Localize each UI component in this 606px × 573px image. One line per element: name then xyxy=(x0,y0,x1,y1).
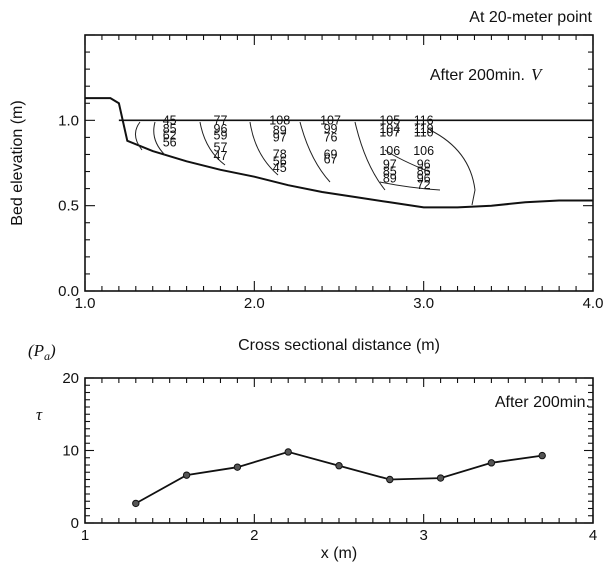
tau-axis-label: τ xyxy=(36,405,43,424)
x-tick-label: 2 xyxy=(250,527,258,544)
contour-value-label: 45 xyxy=(163,113,177,127)
x-tick-label: 1.0 xyxy=(75,295,96,312)
top-ticks xyxy=(84,34,594,292)
contour-value-label: 69 xyxy=(324,147,338,161)
contour-value-label: 104 xyxy=(379,122,400,136)
contour-value-label: 106 xyxy=(413,144,434,158)
x-tick-label: 4 xyxy=(589,527,597,544)
contour-value-label: 47 xyxy=(214,149,228,163)
unit-open: (P xyxy=(28,341,44,360)
tau-point xyxy=(182,471,191,479)
contour-value-label: 96 xyxy=(417,158,431,172)
x-tick-label: 3 xyxy=(419,527,427,544)
unit-subscript: a xyxy=(44,349,50,363)
contour-value-label: 77 xyxy=(214,113,228,127)
contour-value-label: 45 xyxy=(273,161,287,175)
tau-point xyxy=(284,448,292,456)
contour-value-label: 106 xyxy=(379,144,400,158)
tau-point xyxy=(436,474,445,482)
top-tick-labels: 1.0 2.0 3.0 4.0 0.0 0.5 1.0 xyxy=(58,112,603,312)
contour-value-label: 85 xyxy=(163,122,177,136)
x-tick-label: 4.0 xyxy=(583,295,604,312)
contour-value-label: 56 xyxy=(163,136,177,150)
contour-line xyxy=(153,121,166,156)
bottom-ticks xyxy=(84,377,594,524)
contour-chart: At 20-meter point 1.0 2.0 3.0 4.0 0.0 0.51.0 … xyxy=(9,9,603,354)
tau-point xyxy=(386,475,394,484)
contour-value-label: 107 xyxy=(379,125,400,139)
tau-series-line xyxy=(135,450,543,505)
y-tick-label: 0.5 xyxy=(58,198,79,215)
tau-point xyxy=(233,463,242,471)
contour-line xyxy=(249,121,279,176)
velocity-symbol: V xyxy=(531,65,544,84)
contour-value-label: 62 xyxy=(163,129,177,143)
y-tick-label: 1.0 xyxy=(58,112,79,129)
tau-point xyxy=(132,499,140,508)
contour-value-label: 108 xyxy=(269,113,290,127)
bottom-annotation: After 200min. xyxy=(495,394,590,411)
contour-value-label: 105 xyxy=(379,113,400,127)
x-tick-label: 3.0 xyxy=(413,295,434,312)
contour-line xyxy=(135,121,143,151)
contour-value-label: 89 xyxy=(273,124,287,138)
contour-line xyxy=(379,181,441,191)
tau-point xyxy=(538,451,546,460)
contour-value-label: 96 xyxy=(214,122,228,136)
y-tick-label: 0.0 xyxy=(58,283,79,300)
contour-line xyxy=(299,121,331,183)
contour-value-label: 67 xyxy=(324,153,338,167)
contour-line xyxy=(354,121,386,191)
top-y-axis-label: Bed elevation (m) xyxy=(9,100,26,225)
bottom-tick-labels: 1 2 3 4 0 10 20 xyxy=(62,370,597,544)
unit-close: ) xyxy=(49,341,56,360)
contour-value-label: 97 xyxy=(273,130,287,144)
y-tick-label: 10 xyxy=(62,443,79,460)
contour-value-label: 107 xyxy=(320,113,341,127)
contour-lines xyxy=(135,121,476,206)
contour-value-label: 89 xyxy=(383,171,397,185)
contour-value-label: 85 xyxy=(383,165,397,179)
contour-value-label: 72 xyxy=(417,178,431,192)
tau-point xyxy=(335,462,343,470)
shear-stress-chart: (Pa) 1 2 3 4 0 10 20 τ After 200min. x (m) xyxy=(28,341,597,562)
top-x-axis-label: Cross sectional distance (m) xyxy=(238,337,440,354)
contour-line xyxy=(199,121,226,166)
corner-label: At 20-meter point xyxy=(469,9,592,26)
contour-value-label: 86 xyxy=(417,165,431,179)
x-tick-label: 1 xyxy=(81,527,89,544)
tau-points xyxy=(132,448,546,508)
y-tick-label: 0 xyxy=(71,515,79,532)
contour-value-label: 97 xyxy=(383,158,397,172)
bed-profile-line xyxy=(85,97,593,209)
contour-value-label: 116 xyxy=(414,113,434,127)
contour-value-label: 110 xyxy=(414,125,434,139)
contour-value-label: 78 xyxy=(273,147,287,161)
contour-line xyxy=(384,149,431,173)
contour-value-label: 59 xyxy=(214,129,228,143)
time-annotation: After 200min. xyxy=(430,67,525,84)
contour-value-label: 56 xyxy=(273,154,287,168)
contour-value-label: 119 xyxy=(414,122,434,136)
y-tick-label: 20 xyxy=(62,370,79,387)
contour-line xyxy=(429,129,476,206)
contour-value-label: 57 xyxy=(214,141,228,155)
x-tick-label: 2.0 xyxy=(244,295,265,312)
unit-label: (Pa) xyxy=(28,341,56,363)
contour-value-label: 76 xyxy=(324,130,338,144)
time-annotation-text: After 200min. xyxy=(430,67,525,84)
bottom-x-axis-label: x (m) xyxy=(321,545,357,562)
tau-point xyxy=(487,459,496,467)
contour-value-label: 96 xyxy=(417,171,431,185)
contour-value-label: 99 xyxy=(324,122,338,136)
